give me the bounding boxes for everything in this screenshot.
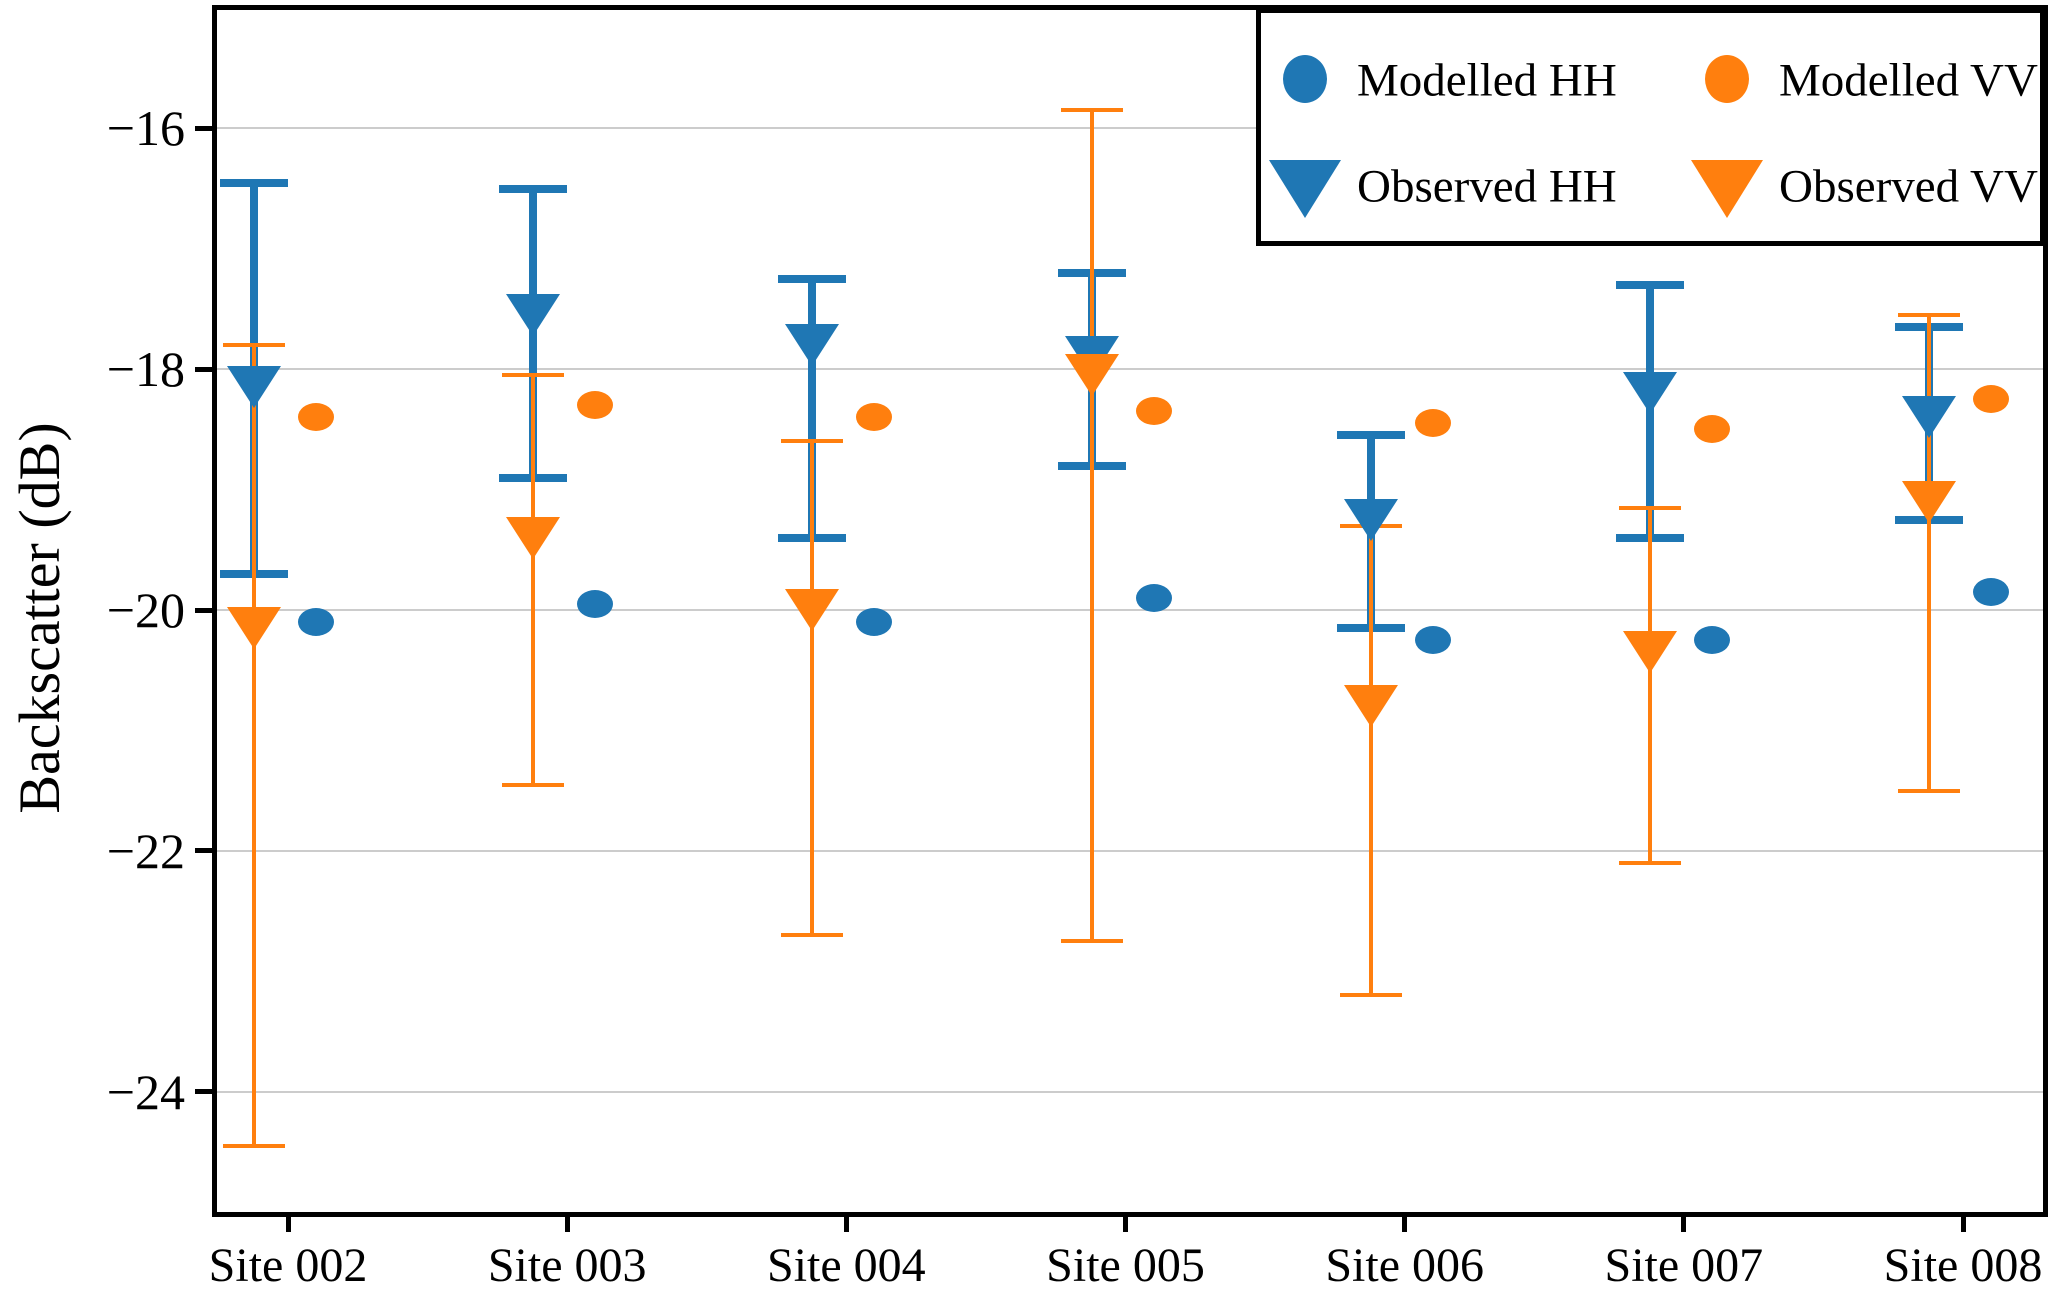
modelled-circle-marker (298, 403, 334, 432)
modelled-circle-marker (1135, 583, 1172, 612)
x-tick-label-site: Site 003 (487, 1239, 647, 1292)
observed-triangle-down-marker (506, 294, 561, 337)
error-bar-cap (778, 274, 847, 283)
error-bar-shaft (1927, 315, 1932, 791)
error-bar-shaft (808, 278, 817, 538)
y-tick-label: −20 (106, 582, 185, 638)
modelled-vv-circle-icon (1705, 55, 1749, 103)
x-tick-mark (1123, 1212, 1128, 1232)
modelled-circle-marker (298, 608, 334, 637)
y-tick-mark (195, 607, 215, 613)
observed-vv-triangle-down-icon (1691, 160, 1763, 218)
modelled-circle-marker (577, 589, 614, 618)
legend-box: Modelled HH Modelled VV Observed HH Obse… (1256, 8, 2045, 246)
observed-triangle-down-marker (785, 589, 840, 631)
y-gridline (215, 609, 2045, 611)
modelled-circle-marker (1414, 409, 1451, 438)
error-bar-cap (1618, 505, 1681, 510)
observed-triangle-down-marker (1343, 498, 1398, 541)
error-bar-shaft (1368, 525, 1373, 996)
x-tick-label-site: Site 007 (1604, 1239, 1764, 1292)
legend-label-observed-hh: Observed HH (1357, 160, 1617, 213)
modelled-circle-marker (1414, 626, 1451, 655)
modelled-circle-marker (1135, 397, 1172, 426)
error-bar-cap (1336, 431, 1405, 440)
observed-triangle-down-marker (1622, 631, 1677, 674)
x-tick-label-site: Site 004 (766, 1239, 926, 1292)
error-bar-shaft (810, 441, 815, 936)
y-tick-mark (195, 848, 215, 854)
legend-label-modelled-vv: Modelled VV (1779, 54, 2038, 107)
x-tick-label-site: Site 002 (208, 1239, 368, 1292)
x-tick-mark (1402, 1212, 1408, 1232)
modelled-circle-marker (856, 403, 893, 432)
error-bar-cap (1060, 108, 1123, 113)
modelled-circle-marker (577, 391, 614, 420)
error-bar-shaft (1647, 507, 1652, 863)
modelled-circle-marker (1693, 626, 1730, 655)
observed-hh-triangle-down-icon (1269, 160, 1341, 218)
x-tick-mark (564, 1212, 570, 1232)
error-bar-cap (223, 343, 285, 348)
y-tick-label: −24 (106, 1063, 185, 1120)
observed-triangle-down-marker (227, 366, 281, 409)
error-bar-cap (781, 439, 844, 444)
y-tick-mark (195, 1089, 215, 1095)
modelled-hh-circle-icon (1283, 55, 1327, 103)
y-gridline (215, 849, 2045, 852)
legend-label-modelled-hh: Modelled HH (1357, 54, 1617, 107)
x-tick-label-site: Site 008 (1883, 1239, 2043, 1292)
error-bar-cap (499, 184, 568, 193)
observed-triangle-down-marker (1622, 372, 1677, 415)
y-tick-label: −16 (106, 100, 185, 157)
modelled-circle-marker (1693, 415, 1730, 444)
error-bar-shaft (1089, 110, 1094, 942)
observed-triangle-down-marker (1902, 396, 1957, 439)
error-bar-cap (781, 933, 844, 938)
x-tick-mark (285, 1212, 291, 1232)
y-gridline (215, 1090, 2045, 1093)
error-bar-shaft (531, 375, 536, 785)
error-bar-cap (1898, 788, 1961, 793)
error-bar-cap (1060, 939, 1123, 944)
modelled-circle-marker (1973, 385, 2010, 414)
observed-triangle-down-marker (506, 516, 561, 559)
error-bar-cap (1898, 313, 1961, 318)
observed-triangle-down-marker (1343, 685, 1398, 728)
legend-label-observed-vv: Observed VV (1779, 160, 2038, 213)
error-bar-shaft (252, 345, 256, 1146)
x-tick-mark (843, 1212, 849, 1232)
x-tick-label-site: Site 006 (1325, 1239, 1485, 1292)
x-tick-label-site: Site 005 (1046, 1239, 1205, 1292)
error-bar-cap (1618, 860, 1681, 865)
x-tick-mark (1960, 1212, 1966, 1232)
error-bar-cap (502, 373, 565, 378)
error-bar-cap (220, 178, 288, 187)
y-gridline (215, 127, 2045, 130)
y-tick-label: −18 (106, 341, 185, 398)
observed-triangle-down-marker (227, 607, 281, 650)
observed-triangle-down-marker (1064, 354, 1119, 397)
y-tick-label: −22 (106, 822, 185, 879)
error-bar-cap (1339, 993, 1402, 998)
modelled-circle-marker (856, 608, 893, 637)
y-tick-mark (195, 125, 215, 131)
error-bar-cap (223, 1143, 285, 1148)
y-gridline (215, 368, 2045, 371)
error-bar-cap (1615, 280, 1684, 289)
y-tick-mark (195, 366, 215, 372)
observed-triangle-down-marker (785, 324, 840, 367)
x-tick-mark (1681, 1212, 1687, 1232)
modelled-circle-marker (1973, 577, 2010, 606)
error-bar-cap (502, 782, 565, 787)
observed-triangle-down-marker (1902, 480, 1957, 523)
y-axis-label: Backscatter (dB) (7, 422, 72, 814)
